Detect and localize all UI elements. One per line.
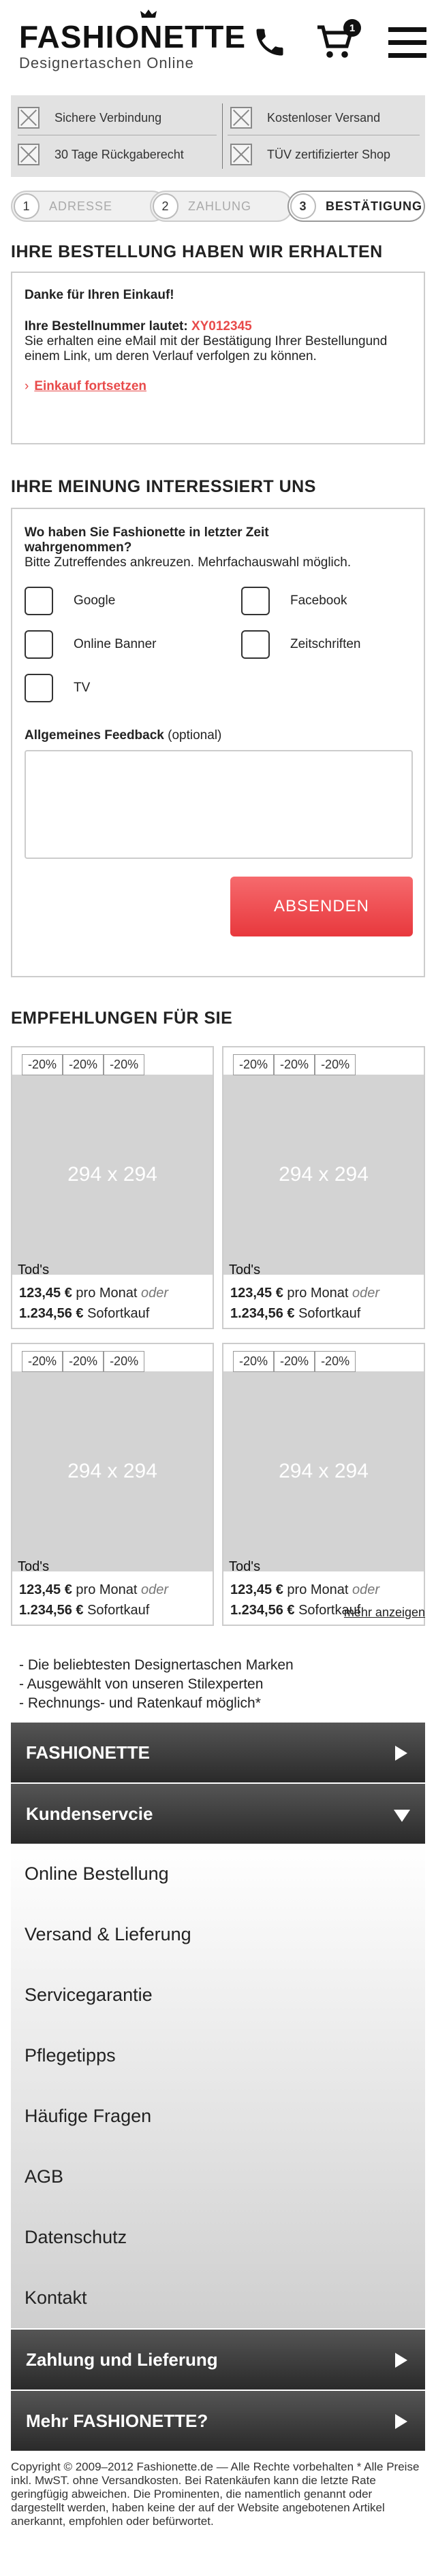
usp-list: - Die beliebtesten Designertaschen Marke… bbox=[19, 1656, 436, 1713]
checkbox-tv bbox=[25, 674, 53, 702]
triangle-down-icon bbox=[394, 1810, 410, 1822]
trust-tuev: TÜV zertifizierter Shop bbox=[230, 137, 390, 172]
kundenservice-panel bbox=[11, 1844, 425, 2328]
menu-kontakt[interactable]: Kontakt bbox=[25, 2287, 87, 2308]
feedback-label: Allgemeines Feedback bbox=[25, 728, 164, 743]
discount-badges: -20% -20% -20% bbox=[22, 1351, 145, 1372]
menu-versand-lieferung[interactable]: Versand & Lieferung bbox=[25, 1924, 191, 1944]
survey-heading: IHRE MEINUNG INTERESSIERT UNS bbox=[11, 477, 316, 496]
menu-online-bestellung[interactable]: Online Bestellung bbox=[25, 1863, 169, 1884]
usp-item: - Ausgewählt von unseren Stilexperten bbox=[19, 1676, 264, 1692]
survey-box: Wo haben Sie Fashionette in letzter Zeit… bbox=[11, 508, 425, 977]
triangle-right-icon bbox=[395, 2353, 407, 2368]
option-google[interactable]: Google bbox=[25, 587, 115, 615]
product-brand: Tod's bbox=[229, 1559, 261, 1574]
product-image[interactable]: 294 x 294 bbox=[223, 1075, 424, 1275]
order-info-text: Sie erhalten eine eMail mit der Bestätig… bbox=[25, 334, 388, 363]
logo-text: FASHIONETTE bbox=[19, 19, 247, 54]
trust-bar: Sichere Verbindung Kostenloser Versand 3… bbox=[11, 95, 425, 177]
product-card[interactable]: 294 x 294 -20% -20% -20% Tod's 123,45 € pr… bbox=[222, 1343, 425, 1626]
copyright-text: Copyright © 2009–2012 Fashionette.de — A… bbox=[11, 2460, 420, 2528]
chevron-right-icon: › bbox=[25, 379, 29, 393]
option-facebook[interactable]: Facebook bbox=[241, 587, 347, 615]
usp-item: - Die beliebtesten Designertaschen Marke… bbox=[19, 1657, 294, 1673]
accordion-kundenservice[interactable]: Kundenservcie bbox=[11, 1784, 425, 1844]
triangle-right-icon bbox=[395, 2414, 407, 2429]
product-card[interactable]: 294 x 294 -20% -20% -20% Tod's 123,45 € pr… bbox=[11, 1343, 214, 1626]
order-heading: IHRE BESTELLUNG HABEN WIR ERHALTEN bbox=[11, 242, 383, 261]
recommendations-heading: EMPFEHLUNGEN FÜR SIE bbox=[11, 1009, 233, 1028]
option-zeitschriften[interactable]: Zeitschriften bbox=[241, 630, 360, 659]
checkbox-google bbox=[25, 587, 53, 615]
shipping-icon bbox=[230, 107, 252, 129]
continue-shopping-link[interactable]: Einkauf fortsetzen bbox=[34, 379, 147, 393]
product-price: 123,45 € pro Monat oder 1.234,56 € Sofor… bbox=[230, 1286, 380, 1321]
option-tv[interactable]: TV bbox=[25, 674, 90, 702]
crown-icon bbox=[140, 10, 157, 18]
menu-agb[interactable]: AGB bbox=[25, 2166, 64, 2187]
more-link[interactable]: mehr anzeigen bbox=[343, 1605, 425, 1619]
product-brand: Tod's bbox=[18, 1559, 50, 1574]
survey-hint: Bitte Zutreffendes ankreuzen. Mehrfachau… bbox=[25, 555, 352, 570]
trust-return: 30 Tage Rückgaberecht bbox=[18, 137, 184, 172]
return-icon bbox=[18, 144, 40, 165]
step-adresse: 1 ADRESSE bbox=[11, 191, 168, 222]
menu-servicegarantie[interactable]: Servicegarantie bbox=[25, 1985, 153, 2005]
checkbox-online-banner bbox=[25, 630, 53, 659]
checkout-steps: 1 ADRESSE 2 ZAHLUNG 3 BESTÄTIGUNG bbox=[11, 191, 425, 222]
trust-secure: Sichere Verbindung bbox=[18, 101, 161, 135]
product-card[interactable]: 294 x 294 -20% -20% -20% Tod's 123,45 € pr… bbox=[11, 1046, 214, 1329]
feedback-optional: (optional) bbox=[168, 728, 222, 743]
logo[interactable]: FASHIONETTE Designertaschen Online bbox=[19, 10, 247, 72]
order-box: Danke für Ihren Einkauf! Ihre Bestellnum… bbox=[11, 272, 425, 444]
order-number-label: Ihre Bestellnummer lautet: bbox=[25, 319, 188, 333]
checkbox-zeitschriften bbox=[241, 630, 270, 659]
product-grid: 294 x 294 -20% -20% -20% Tod's 123,45 € pr… bbox=[0, 1046, 436, 1626]
tuev-icon bbox=[230, 144, 252, 165]
product-image[interactable]: 294 x 294 bbox=[12, 1075, 213, 1275]
accordion-fashionette[interactable]: FASHIONETTE bbox=[11, 1723, 425, 1782]
cart-icon[interactable]: 1 bbox=[316, 19, 361, 64]
thanks-text: Danke für Ihren Einkauf! bbox=[25, 288, 174, 302]
product-price: 123,45 € pro Monat oder 1.234,56 € Sofor… bbox=[19, 1582, 169, 1618]
site-header: FASHIONETTE Designertaschen Online 1 bbox=[0, 0, 436, 87]
usp-item: - Rechnungs- und Ratenkauf möglich* bbox=[19, 1695, 261, 1711]
discount-badges: -20% -20% -20% bbox=[22, 1054, 145, 1075]
product-price: 123,45 € pro Monat oder 1.234,56 € Sofor… bbox=[19, 1286, 169, 1321]
product-image[interactable]: 294 x 294 bbox=[223, 1371, 424, 1571]
cart-count-badge: 1 bbox=[343, 19, 361, 37]
product-brand: Tod's bbox=[18, 1262, 50, 1277]
menu-pflegetipps[interactable]: Pflegetipps bbox=[25, 2045, 116, 2066]
submit-button[interactable]: ABSENDEN bbox=[230, 877, 413, 936]
option-online-banner[interactable]: Online Banner bbox=[25, 630, 156, 659]
step-bestaetigung: 3 BESTÄTIGUNG bbox=[287, 191, 425, 222]
menu-datenschutz[interactable]: Datenschutz bbox=[25, 2227, 127, 2247]
accordion-zahlung-lieferung[interactable]: Zahlung und Lieferung bbox=[11, 2330, 425, 2390]
product-image[interactable]: 294 x 294 bbox=[12, 1371, 213, 1571]
triangle-right-icon bbox=[395, 1746, 407, 1761]
discount-badges: -20% -20% -20% bbox=[233, 1351, 356, 1372]
phone-icon[interactable] bbox=[252, 25, 287, 64]
secure-icon bbox=[18, 107, 40, 129]
survey-question: Wo haben Sie Fashionette in letzter Zeit… bbox=[25, 525, 269, 555]
feedback-textarea[interactable] bbox=[25, 750, 413, 859]
product-price: 123,45 € pro Monat oder 1.234,56 € Sofor… bbox=[230, 1582, 380, 1618]
logo-tagline: Designertaschen Online bbox=[19, 54, 194, 71]
product-brand: Tod's bbox=[229, 1262, 261, 1277]
order-number: XY012345 bbox=[191, 319, 252, 333]
step-zahlung: 2 ZAHLUNG bbox=[150, 191, 293, 222]
trust-shipping: Kostenloser Versand bbox=[230, 101, 380, 135]
discount-badges: -20% -20% -20% bbox=[233, 1054, 356, 1075]
accordion-mehr-fashionette[interactable]: Mehr FASHIONETTE? bbox=[11, 2391, 425, 2451]
menu-haeufige-fragen[interactable]: Häufige Fragen bbox=[25, 2106, 152, 2126]
footer-nav: FASHIONETTE Kundenservcie Online Bestell… bbox=[0, 1723, 436, 2451]
checkbox-facebook bbox=[241, 587, 270, 615]
product-card[interactable]: 294 x 294 -20% -20% -20% Tod's 123,45 € pr… bbox=[222, 1046, 425, 1329]
menu-icon[interactable] bbox=[388, 27, 426, 63]
